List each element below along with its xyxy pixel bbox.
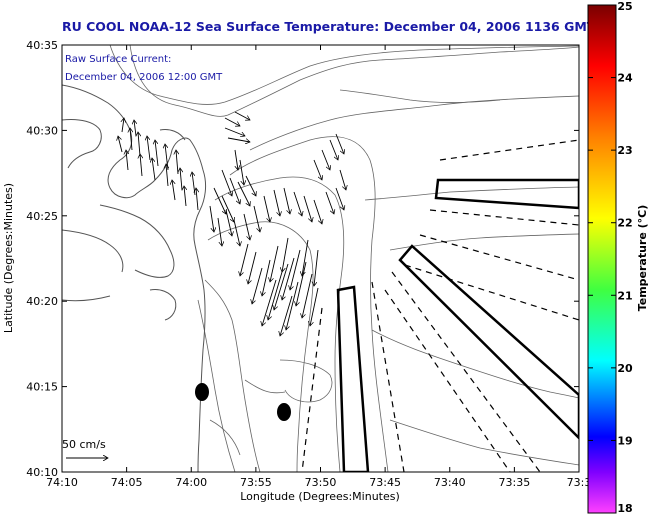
x-tick-label: 73:3	[567, 476, 592, 489]
scale-vector-label: 50 cm/s	[62, 438, 106, 451]
station-marker	[277, 403, 291, 421]
coastline	[62, 84, 207, 472]
colorbar-tick-label: 23	[617, 144, 632, 157]
colorbar-tick-label: 22	[617, 217, 632, 230]
colorbar-tick-label: 24	[617, 72, 633, 85]
y-tick-label: 40:35	[26, 39, 58, 52]
current-vectors	[118, 111, 346, 336]
transect-boxes	[336, 178, 579, 472]
x-axis-label: Longitude (Degrees:Minutes)	[240, 490, 400, 503]
annotation-line1: Raw Surface Current:	[65, 54, 171, 65]
colorbar-ticks: 25 24 23 22 21 20 19 18	[588, 0, 633, 515]
station-marker	[195, 383, 209, 401]
colorbar-tick-label: 25	[617, 0, 632, 13]
y-tick-label: 40:10	[26, 466, 58, 479]
survey-lines	[301, 139, 579, 472]
map-area: 50 cm/s Raw Surface Current: December 04…	[62, 45, 579, 472]
map-title: RU COOL NOAA-12 Sea Surface Temperature:…	[62, 19, 596, 34]
x-tick-label: 74:10	[46, 476, 78, 489]
y-tick-label: 40:20	[26, 295, 58, 308]
x-tick-label: 73:50	[305, 476, 337, 489]
y-tick-label: 40:25	[26, 210, 58, 223]
colorbar-tick-label: 18	[617, 502, 632, 515]
y-axis-label: Latitude (Degrees:Minutes)	[2, 183, 15, 333]
x-tick-label: 73:40	[434, 476, 466, 489]
annotation-line2: December 04, 2006 12:00 GMT	[65, 72, 223, 83]
x-tick-label: 74:05	[111, 476, 143, 489]
colorbar-tick-label: 21	[617, 289, 632, 302]
x-tick-label: 73:45	[369, 476, 401, 489]
x-tick-label: 74:00	[175, 476, 207, 489]
bathymetry-contours	[109, 45, 579, 472]
y-tick-label: 40:30	[26, 124, 58, 137]
colorbar: 25 24 23 22 21 20 19 18 Temperature (°C)	[587, 0, 649, 515]
colorbar-gradient	[587, 4, 617, 514]
colorbar-tick-label: 19	[617, 434, 632, 447]
x-tick-label: 73:35	[499, 476, 531, 489]
x-tick-label: 73:55	[240, 476, 272, 489]
x-axis-ticks: 74:10 74:05 74:00 73:55 73:50 73:45 73:40 73:35…	[46, 45, 591, 489]
y-axis-ticks: 40:35 40:30 40:25 40:20 40:15 40:10	[26, 39, 579, 479]
y-tick-label: 40:15	[26, 381, 58, 394]
scale-vector: 50 cm/s	[62, 438, 108, 458]
colorbar-label: Temperature (°C)	[636, 205, 649, 312]
colorbar-tick-label: 20	[617, 362, 633, 375]
